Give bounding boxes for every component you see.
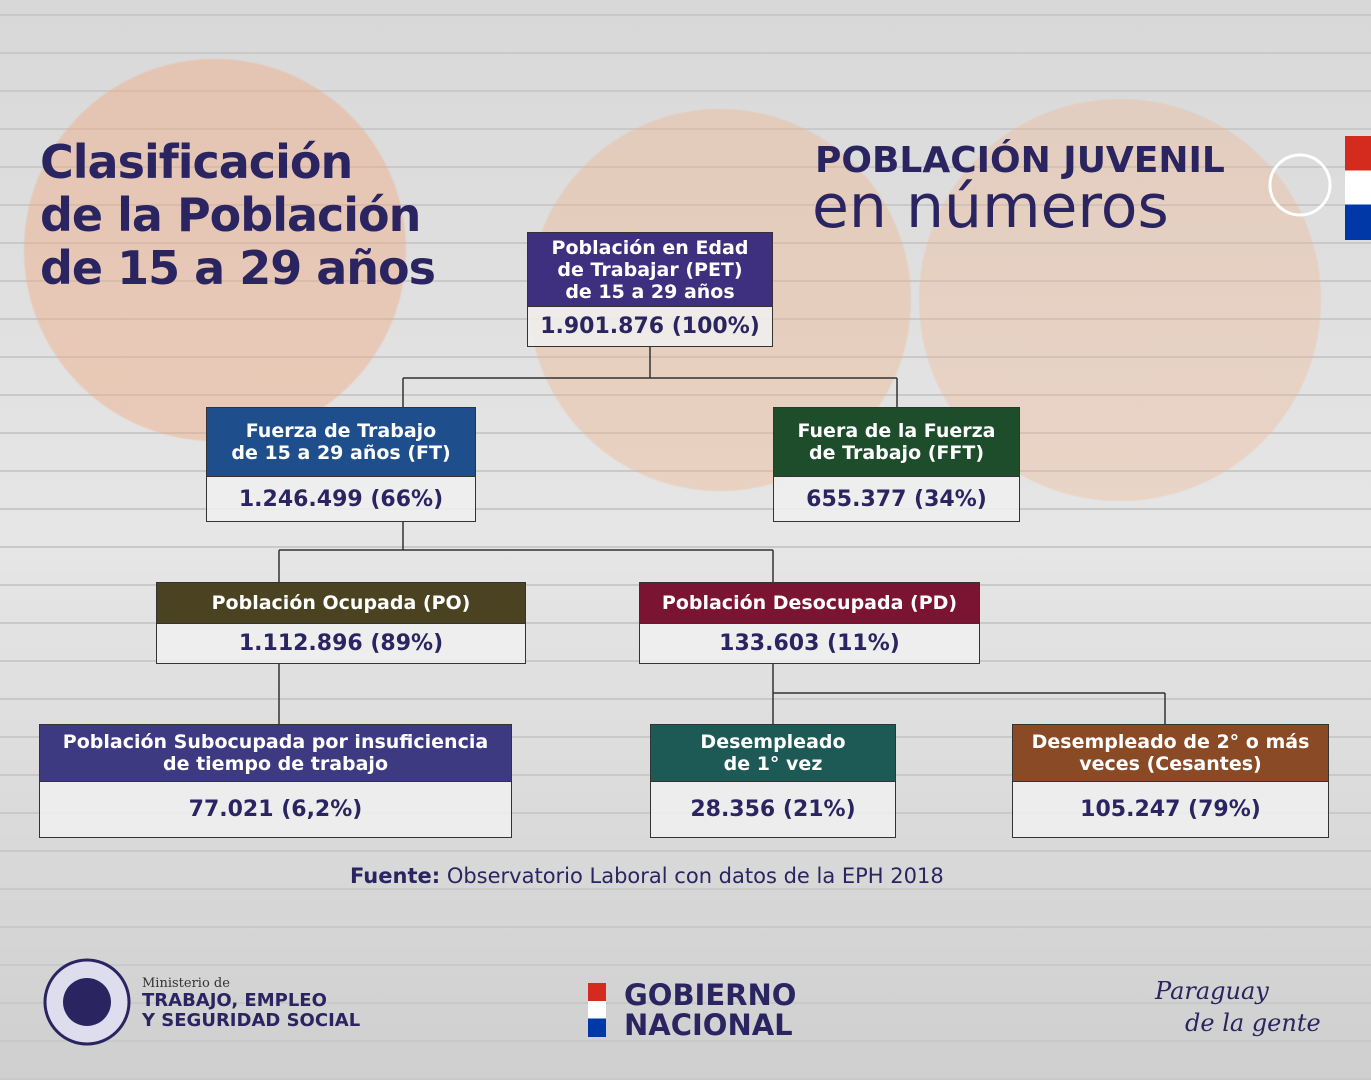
gov-flag: [588, 983, 606, 1037]
label-line: Población en Edad: [551, 236, 749, 259]
gov-line: NACIONAL: [624, 1008, 793, 1042]
ministry-line: TRABAJO, EMPLEO: [142, 990, 327, 1011]
node-value: 133.603 (11%): [719, 631, 900, 656]
node-label: Fuera de la Fuerza de Trabajo (FFT): [774, 408, 1019, 477]
node-value: 655.377 (34%): [806, 486, 987, 512]
node: Población Desocupada (PD) 133.603 (11%): [639, 582, 980, 664]
label-line: de Trabajar (PET): [557, 258, 743, 281]
node: Desempleado de 1° vez 28.356 (21%): [650, 724, 896, 838]
title-line: de la Población: [40, 188, 421, 242]
node: Fuerza de Trabajo de 15 a 29 años (FT) 1.2…: [206, 407, 476, 522]
node: Desempleado de 2° o más veces (Cesantes) 1…: [1012, 724, 1329, 838]
node-label: Desempleado de 2° o más veces (Cesantes): [1013, 725, 1328, 782]
flag: [1345, 136, 1371, 240]
node-value: 28.356 (21%): [690, 797, 856, 822]
label-line: Desempleado: [700, 731, 846, 753]
label-line: Fuerza de Trabajo: [245, 420, 437, 442]
slogan-line: Paraguay: [1155, 977, 1269, 1005]
label-line: Población Ocupada (PO): [211, 592, 471, 614]
node-label: Población Ocupada (PO): [157, 583, 525, 624]
node-label: Población en Edad de Trabajar (PET) de 15 …: [528, 233, 772, 307]
node-value: 1.112.896 (89%): [238, 631, 444, 656]
label-line: Población Desocupada (PD): [661, 592, 958, 614]
node: Población Subocupada por insuficiencia de…: [39, 724, 512, 838]
label-line: veces (Cesantes): [1079, 753, 1262, 775]
ministry: TRABAJO, EMPLEO Y SEGURIDAD SOCIAL: [142, 991, 360, 1031]
label-line: Fuera de la Fuerza: [797, 420, 996, 442]
header-line1: POBLACIÓN JUVENIL: [815, 140, 1225, 181]
node-value: 1.901.876 (100%): [540, 314, 760, 339]
node-value: 1.246.499 (66%): [238, 486, 444, 512]
label-line: de 1° vez: [723, 753, 823, 775]
header-line2: en números: [812, 172, 1169, 242]
node-label: Población Desocupada (PD): [640, 583, 979, 624]
title: Clasificación de la Población de 15 a 29 a…: [40, 135, 436, 295]
source-prefix: Fuente:: [350, 864, 441, 888]
node-label: Población Subocupada por insuficiencia de…: [40, 725, 511, 782]
slogan: Paraguay de la gente: [1155, 975, 1321, 1039]
slogan-line: de la gente: [1185, 1009, 1321, 1037]
source: Fuente: Observatorio Laboral con datos d…: [350, 864, 944, 888]
source-text: Observatorio Laboral con datos de la EPH…: [446, 864, 944, 888]
label-line: de 15 a 29 años: [565, 280, 735, 303]
title-line: de 15 a 29 años: [40, 241, 436, 295]
gov-line: GOBIERNO: [624, 978, 797, 1012]
label-line: de Trabajo (FFT): [808, 442, 985, 464]
ministry-small: Ministerio de: [142, 976, 230, 991]
node-value: 77.021 (6,2%): [188, 797, 363, 822]
label-line: Población Subocupada por insuficiencia: [62, 731, 489, 753]
label-line: de 15 a 29 años (FT): [231, 442, 451, 464]
label-line: Desempleado de 2° o más: [1031, 731, 1310, 753]
node: Población en Edad de Trabajar (PET) de 15 …: [527, 232, 773, 347]
node: Fuera de la Fuerza de Trabajo (FFT) 655.37…: [773, 407, 1020, 522]
node-label: Fuerza de Trabajo de 15 a 29 años (FT): [207, 408, 475, 477]
government: GOBIERNO NACIONAL: [624, 980, 796, 1040]
ministry-line: Y SEGURIDAD SOCIAL: [142, 1010, 361, 1031]
node-label: Desempleado de 1° vez: [651, 725, 895, 782]
label-line: de tiempo de trabajo: [162, 753, 388, 775]
title-line: Clasificación: [40, 135, 353, 189]
node-value: 105.247 (79%): [1080, 797, 1261, 822]
node: Población Ocupada (PO) 1.112.896 (89%): [156, 582, 526, 664]
